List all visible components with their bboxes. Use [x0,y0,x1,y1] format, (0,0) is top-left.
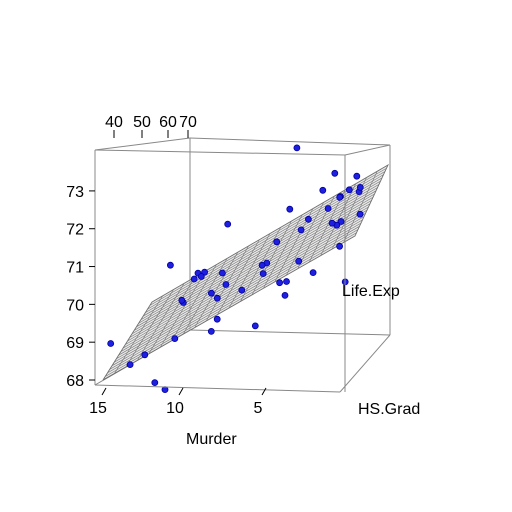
data-point [309,269,317,277]
data-point [356,183,364,191]
plane-grid-line [217,239,260,315]
x-tick [261,387,267,396]
y-tick-label: 70 [179,114,197,131]
plane-grid-line [114,295,163,374]
data-point [218,269,226,277]
data-point [336,193,344,201]
z-axis-label: Life.Exp [342,283,400,300]
plane-grid-line [125,289,174,368]
plane-grid-line [228,233,271,309]
plane-grid-line [194,252,239,328]
data-point [224,220,232,228]
plane-grid-line [148,276,196,354]
x-tick-label: 15 [89,400,107,417]
data-point [276,279,284,287]
x-tick [101,387,107,396]
y-tick-label: 50 [133,114,151,131]
data-point [107,340,115,347]
box-edge-back [189,137,391,146]
plane-grid-line [308,189,346,263]
x-tick-label: 10 [166,400,184,417]
data-point [141,351,149,359]
data-point [281,291,289,299]
data-point [213,294,221,302]
plane-grid-line [263,214,303,289]
y-axis-label: HS.Grad [358,401,420,418]
data-point [324,205,332,212]
box-edge-front [94,384,341,393]
plane-grid-line [343,171,378,243]
z-tick-label: 68 [66,373,84,390]
data-point [197,273,205,280]
x-tick-label: 5 [254,400,263,417]
data-points [107,144,364,394]
data-point [222,281,230,288]
plane-grid-line [171,264,217,341]
data-point [213,315,221,323]
plane-grid-line [102,301,153,381]
data-point [178,296,186,304]
x-tick [178,387,184,396]
x-axis-label: Murder [186,431,237,448]
data-point [259,270,267,278]
data-point [336,242,344,250]
data-point [207,327,215,335]
plane-grid-line [160,270,206,348]
plane-grid-line [354,164,389,237]
data-point [286,205,294,213]
data-point [190,275,198,283]
data-point [328,219,336,227]
data-point [151,379,159,387]
data-point [126,361,134,369]
box-edge-front [339,334,391,393]
data-point [337,218,345,225]
data-point [297,226,305,234]
z-tick-label: 71 [66,260,84,277]
z-tick-label: 70 [66,297,84,314]
data-point [207,289,215,297]
plane-grid-line [286,202,324,276]
data-point [171,335,179,343]
data-point [331,169,339,177]
data-point [353,172,361,180]
data-point [201,268,209,276]
y-tick-label: 40 [105,114,123,131]
data-point [345,186,353,194]
data-point [283,278,290,285]
z-tick-label: 73 [66,184,84,201]
data-point [166,261,174,269]
plane-grid-line [137,283,185,361]
data-point [238,286,246,294]
box-edge-front [94,149,346,156]
data-point [304,215,312,223]
box-edge-front [344,144,391,156]
data-point [251,322,259,330]
plot-box-front [94,144,391,393]
data-point [295,257,303,265]
data-point [273,238,281,246]
data-point [356,210,364,218]
plane-grid-line [320,183,357,256]
data-point [293,144,301,152]
plane-grid-line [251,220,292,296]
box-edge-back [189,329,391,336]
data-point [258,261,266,269]
box-edge-back [94,137,191,151]
z-tick-label: 69 [66,335,84,352]
z-tick-label: 72 [66,222,84,239]
data-point [319,186,327,194]
y-tick-label: 60 [159,114,177,131]
